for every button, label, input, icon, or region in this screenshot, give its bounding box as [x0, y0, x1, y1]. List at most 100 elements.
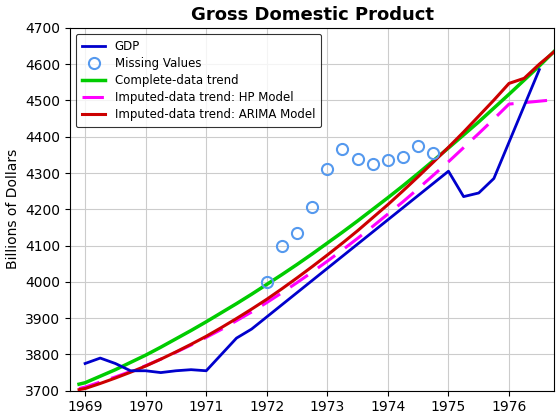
Missing Values — [415, 143, 422, 148]
Imputed-data trend: HP Model: (1.97e+03, 4.29e+03): HP Model: (1.97e+03, 4.29e+03) — [430, 173, 437, 178]
Imputed-data trend: ARIMA Model: (1.97e+03, 3.79e+03): ARIMA Model: (1.97e+03, 3.79e+03) — [157, 357, 164, 362]
Legend: GDP, Missing Values, Complete-data trend, Imputed-data trend: HP Model, Imputed-: GDP, Missing Values, Complete-data trend… — [76, 34, 321, 127]
Y-axis label: Billions of Dollars: Billions of Dollars — [6, 149, 20, 270]
Complete-data trend — [97, 374, 104, 379]
GDP — [142, 368, 149, 373]
Imputed-data trend: HP Model: (1.98e+03, 4.33e+03): HP Model: (1.98e+03, 4.33e+03) — [445, 159, 452, 164]
Imputed-data trend: ARIMA Model: (1.97e+03, 4.01e+03): ARIMA Model: (1.97e+03, 4.01e+03) — [293, 276, 300, 281]
Complete-data trend — [475, 119, 482, 124]
Complete-data trend — [445, 145, 452, 150]
Imputed-data trend: ARIMA Model: (1.97e+03, 4.25e+03): ARIMA Model: (1.97e+03, 4.25e+03) — [400, 188, 407, 193]
Imputed-data trend: ARIMA Model: (1.98e+03, 4.5e+03): ARIMA Model: (1.98e+03, 4.5e+03) — [491, 97, 497, 102]
Missing Values — [385, 158, 391, 163]
GDP — [233, 336, 240, 341]
Complete-data trend — [112, 367, 119, 372]
Complete-data trend — [82, 380, 88, 385]
Complete-data trend — [506, 92, 512, 97]
Complete-data trend — [263, 282, 270, 287]
GDP — [521, 103, 528, 108]
Imputed-data trend: HP Model: (1.97e+03, 3.92e+03): HP Model: (1.97e+03, 3.92e+03) — [248, 310, 255, 315]
Imputed-data trend: HP Model: (1.98e+03, 4.5e+03): HP Model: (1.98e+03, 4.5e+03) — [536, 99, 543, 104]
GDP — [536, 67, 543, 72]
Complete-data trend — [430, 158, 437, 163]
Imputed-data trend: HP Model: (1.98e+03, 4.5e+03): HP Model: (1.98e+03, 4.5e+03) — [551, 97, 558, 102]
GDP — [203, 368, 209, 373]
Imputed-data trend: ARIMA Model: (1.97e+03, 4.21e+03): ARIMA Model: (1.97e+03, 4.21e+03) — [385, 202, 391, 207]
Imputed-data trend: ARIMA Model: (1.97e+03, 3.77e+03): ARIMA Model: (1.97e+03, 3.77e+03) — [142, 364, 149, 369]
Line: GDP: GDP — [85, 70, 539, 373]
Imputed-data trend: HP Model: (1.98e+03, 4.45e+03): HP Model: (1.98e+03, 4.45e+03) — [491, 116, 497, 121]
Imputed-data trend: HP Model: (1.97e+03, 4.15e+03): HP Model: (1.97e+03, 4.15e+03) — [370, 224, 376, 229]
Line: Missing Values: Missing Values — [261, 140, 439, 287]
Imputed-data trend: ARIMA Model: (1.97e+03, 4.33e+03): ARIMA Model: (1.97e+03, 4.33e+03) — [430, 160, 437, 165]
Imputed-data trend: ARIMA Model: (1.97e+03, 3.72e+03): ARIMA Model: (1.97e+03, 3.72e+03) — [97, 381, 104, 386]
Imputed-data trend: ARIMA Model: (1.97e+03, 3.95e+03): ARIMA Model: (1.97e+03, 3.95e+03) — [263, 297, 270, 302]
Imputed-data trend: HP Model: (1.97e+03, 3.71e+03): HP Model: (1.97e+03, 3.71e+03) — [82, 385, 88, 390]
Imputed-data trend: ARIMA Model: (1.97e+03, 4.14e+03): ARIMA Model: (1.97e+03, 4.14e+03) — [354, 228, 361, 233]
GDP — [475, 190, 482, 195]
Imputed-data trend: HP Model: (1.97e+03, 3.74e+03): HP Model: (1.97e+03, 3.74e+03) — [112, 374, 119, 379]
GDP — [491, 176, 497, 181]
Imputed-data trend: ARIMA Model: (1.98e+03, 4.55e+03): ARIMA Model: (1.98e+03, 4.55e+03) — [506, 81, 512, 86]
Complete-data trend — [324, 241, 331, 246]
Complete-data trend — [248, 291, 255, 297]
Imputed-data trend: ARIMA Model: (1.97e+03, 3.71e+03): ARIMA Model: (1.97e+03, 3.71e+03) — [82, 386, 88, 391]
Imputed-data trend: ARIMA Model: (1.97e+03, 3.87e+03): ARIMA Model: (1.97e+03, 3.87e+03) — [218, 325, 225, 330]
GDP — [172, 368, 179, 373]
Missing Values — [339, 147, 346, 152]
Complete-data trend — [157, 345, 164, 350]
Missing Values — [370, 161, 376, 166]
Imputed-data trend: HP Model: (1.98e+03, 4.37e+03): HP Model: (1.98e+03, 4.37e+03) — [460, 145, 467, 150]
Imputed-data trend: HP Model: (1.98e+03, 4.49e+03): HP Model: (1.98e+03, 4.49e+03) — [506, 102, 512, 107]
Imputed-data trend: HP Model: (1.97e+03, 4e+03): HP Model: (1.97e+03, 4e+03) — [293, 280, 300, 285]
Missing Values — [263, 279, 270, 284]
Imputed-data trend: HP Model: (1.97e+03, 4.09e+03): HP Model: (1.97e+03, 4.09e+03) — [339, 247, 346, 252]
GDP — [506, 140, 512, 145]
Imputed-data trend: HP Model: (1.98e+03, 4.49e+03): HP Model: (1.98e+03, 4.49e+03) — [521, 100, 528, 105]
Complete-data trend — [385, 195, 391, 200]
Line: Imputed-data trend: ARIMA Model: Imputed-data trend: ARIMA Model — [79, 52, 554, 390]
Imputed-data trend: HP Model: (1.97e+03, 3.79e+03): HP Model: (1.97e+03, 3.79e+03) — [157, 357, 164, 362]
Complete-data trend — [218, 310, 225, 315]
Imputed-data trend: ARIMA Model: (1.98e+03, 4.64e+03): ARIMA Model: (1.98e+03, 4.64e+03) — [551, 49, 558, 54]
Imputed-data trend: ARIMA Model: (1.97e+03, 3.83e+03): ARIMA Model: (1.97e+03, 3.83e+03) — [188, 342, 194, 347]
Imputed-data trend: ARIMA Model: (1.98e+03, 4.41e+03): ARIMA Model: (1.98e+03, 4.41e+03) — [460, 129, 467, 134]
Complete-data trend — [172, 336, 179, 341]
Complete-data trend — [293, 262, 300, 267]
Complete-data trend — [142, 353, 149, 358]
GDP — [127, 368, 134, 373]
Imputed-data trend: ARIMA Model: (1.98e+03, 4.6e+03): ARIMA Model: (1.98e+03, 4.6e+03) — [536, 62, 543, 67]
Imputed-data trend: ARIMA Model: (1.98e+03, 4.56e+03): ARIMA Model: (1.98e+03, 4.56e+03) — [521, 76, 528, 81]
Imputed-data trend: HP Model: (1.97e+03, 3.85e+03): HP Model: (1.97e+03, 3.85e+03) — [203, 335, 209, 340]
Complete-data trend — [370, 207, 376, 212]
Imputed-data trend: ARIMA Model: (1.97e+03, 4.29e+03): ARIMA Model: (1.97e+03, 4.29e+03) — [415, 174, 422, 179]
Missing Values — [278, 243, 285, 248]
Imputed-data trend: ARIMA Model: (1.97e+03, 4.18e+03): ARIMA Model: (1.97e+03, 4.18e+03) — [370, 215, 376, 220]
Complete-data trend — [460, 132, 467, 137]
Imputed-data trend: HP Model: (1.97e+03, 3.94e+03): HP Model: (1.97e+03, 3.94e+03) — [263, 300, 270, 305]
Missing Values — [309, 205, 316, 210]
Imputed-data trend: ARIMA Model: (1.97e+03, 3.9e+03): ARIMA Model: (1.97e+03, 3.9e+03) — [233, 316, 240, 321]
GDP — [157, 370, 164, 375]
Imputed-data trend: HP Model: (1.97e+03, 3.72e+03): HP Model: (1.97e+03, 3.72e+03) — [97, 380, 104, 385]
GDP — [82, 361, 88, 366]
Complete-data trend — [415, 171, 422, 176]
Line: Complete-data trend: Complete-data trend — [79, 51, 554, 384]
Title: Gross Domestic Product: Gross Domestic Product — [191, 5, 433, 24]
Line: Imputed-data trend: HP Model: Imputed-data trend: HP Model — [79, 100, 554, 388]
Imputed-data trend: ARIMA Model: (1.97e+03, 3.74e+03): ARIMA Model: (1.97e+03, 3.74e+03) — [112, 375, 119, 381]
Missing Values — [324, 167, 331, 172]
Imputed-data trend: HP Model: (1.97e+03, 3.89e+03): HP Model: (1.97e+03, 3.89e+03) — [233, 318, 240, 323]
Imputed-data trend: HP Model: (1.97e+03, 3.71e+03): HP Model: (1.97e+03, 3.71e+03) — [76, 386, 82, 391]
Complete-data trend — [354, 218, 361, 223]
Complete-data trend — [203, 319, 209, 324]
Complete-data trend — [491, 105, 497, 110]
GDP — [218, 352, 225, 357]
Imputed-data trend: HP Model: (1.97e+03, 3.75e+03): HP Model: (1.97e+03, 3.75e+03) — [127, 369, 134, 374]
Complete-data trend — [400, 183, 407, 188]
Imputed-data trend: HP Model: (1.97e+03, 3.83e+03): HP Model: (1.97e+03, 3.83e+03) — [188, 342, 194, 347]
Missing Values — [293, 230, 300, 235]
Complete-data trend — [76, 382, 82, 387]
Imputed-data trend: HP Model: (1.97e+03, 4.12e+03): HP Model: (1.97e+03, 4.12e+03) — [354, 236, 361, 241]
Imputed-data trend: HP Model: (1.98e+03, 4.41e+03): HP Model: (1.98e+03, 4.41e+03) — [475, 131, 482, 136]
